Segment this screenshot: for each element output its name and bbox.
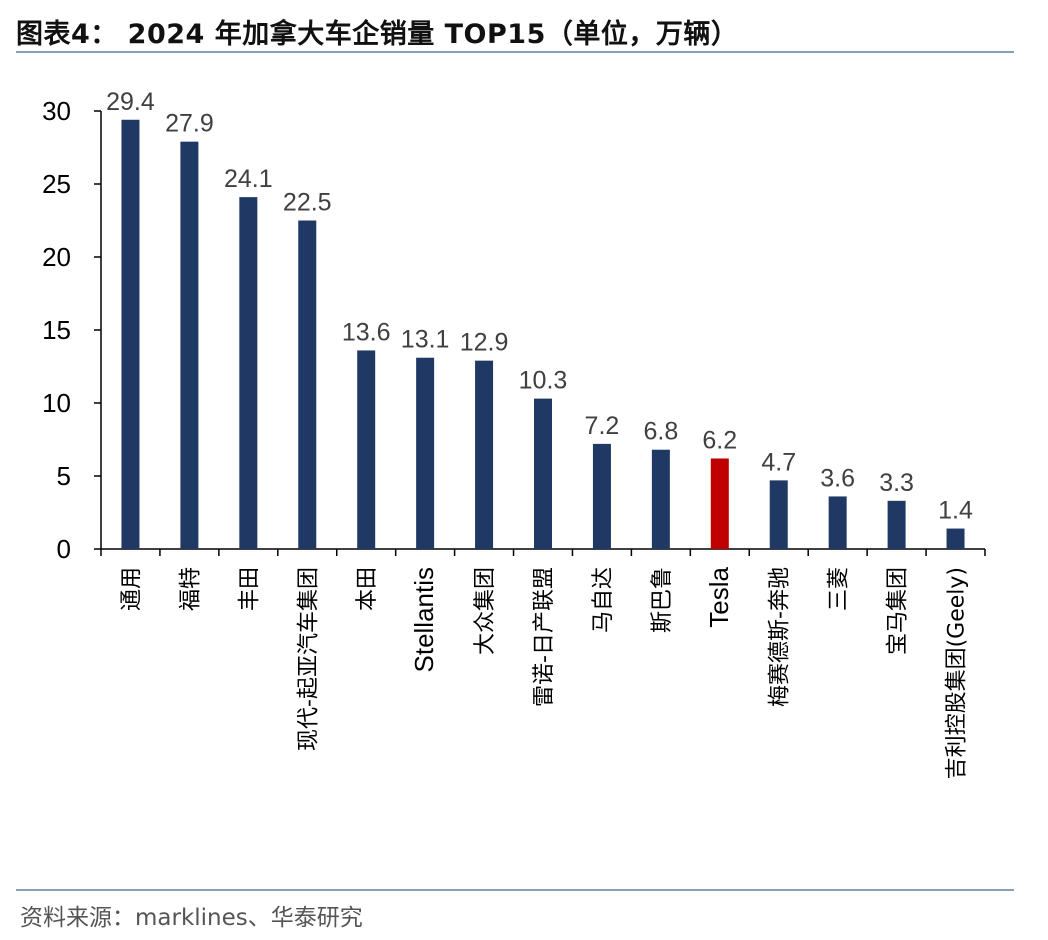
category-label: 吉利控股集团(Geely) bbox=[945, 567, 970, 779]
data-labels: 29.4 27.9 24.1 22.5 13.6 13.1 12.9 10.3 7.2 6.8 6.… bbox=[106, 88, 973, 525]
bar bbox=[357, 350, 376, 549]
category-label: 雷诺-日产联盟 bbox=[532, 567, 557, 707]
category-label: 现代-起亚汽车集团 bbox=[296, 567, 321, 751]
footer-rule bbox=[16, 889, 1014, 891]
data-label: 13.6 bbox=[342, 318, 391, 346]
bar bbox=[769, 480, 788, 549]
x-axis bbox=[100, 548, 986, 556]
y-tick-label: 10 bbox=[42, 388, 71, 418]
bar bbox=[534, 398, 552, 549]
category-label: Stellantis bbox=[409, 567, 439, 673]
data-label: 29.4 bbox=[106, 88, 155, 116]
category-label: 福特 bbox=[178, 567, 203, 611]
bar bbox=[298, 220, 317, 549]
category-label: 本田 bbox=[355, 567, 380, 611]
data-label: 1.4 bbox=[938, 497, 973, 525]
bar bbox=[475, 360, 494, 549]
bar bbox=[239, 197, 258, 549]
y-tick-label: 15 bbox=[42, 315, 71, 345]
bar bbox=[180, 141, 199, 549]
data-label: 6.8 bbox=[643, 418, 678, 446]
bars bbox=[121, 119, 965, 549]
category-label: 马自达 bbox=[591, 567, 616, 633]
data-label: 4.7 bbox=[761, 448, 796, 476]
data-label: 7.2 bbox=[585, 412, 620, 440]
y-tick-label: 25 bbox=[42, 169, 71, 199]
category-label: 丰田 bbox=[237, 567, 262, 611]
data-label: 22.5 bbox=[283, 189, 332, 217]
data-label: 6.2 bbox=[702, 426, 737, 454]
category-label: 通用 bbox=[119, 567, 144, 611]
data-label: 24.1 bbox=[224, 165, 273, 193]
title-rule bbox=[16, 51, 1014, 53]
y-tick-label: 30 bbox=[42, 96, 71, 126]
bar bbox=[887, 500, 906, 549]
data-label: 13.1 bbox=[401, 326, 450, 354]
page-title: 图表4： 2024 年加拿大车企销量 TOP15（单位，万辆） bbox=[16, 19, 739, 50]
bar bbox=[710, 458, 729, 549]
bar bbox=[416, 357, 435, 549]
bar bbox=[121, 119, 140, 549]
source-note: 资料来源：marklines、华泰研究 bbox=[20, 905, 363, 931]
y-tick-label: 20 bbox=[42, 242, 71, 272]
category-label: 梅赛德斯-奔驰 bbox=[768, 567, 793, 707]
category-label: 三菱 bbox=[827, 567, 852, 611]
category-label: Tesla bbox=[704, 566, 734, 627]
data-label: 3.3 bbox=[879, 469, 914, 497]
category-label: 大众集团 bbox=[473, 567, 498, 655]
category-labels: 通用 福特 丰田 现代-起亚汽车集团 本田 Stellantis 大众集团 雷诺-日产联盟 马自… bbox=[119, 566, 969, 779]
data-label: 3.6 bbox=[820, 464, 855, 492]
data-label: 27.9 bbox=[165, 110, 214, 138]
category-label: 斯巴鲁 bbox=[650, 567, 675, 633]
y-tick-label: 0 bbox=[57, 534, 71, 564]
bar bbox=[592, 443, 611, 549]
category-label: 宝马集团 bbox=[886, 567, 911, 655]
y-tick-label: 5 bbox=[57, 461, 71, 491]
bar bbox=[828, 496, 847, 549]
y-axis: 0 5 10 15 20 25 30 bbox=[42, 96, 102, 564]
bar bbox=[651, 449, 670, 549]
bar-chart: 0 5 10 15 20 25 30 29.4 27.9 24.1 22.5 13.6 13.1 12.… bbox=[42, 88, 986, 779]
data-label: 10.3 bbox=[519, 367, 568, 395]
data-label: 12.9 bbox=[460, 329, 509, 357]
bar bbox=[946, 528, 965, 549]
